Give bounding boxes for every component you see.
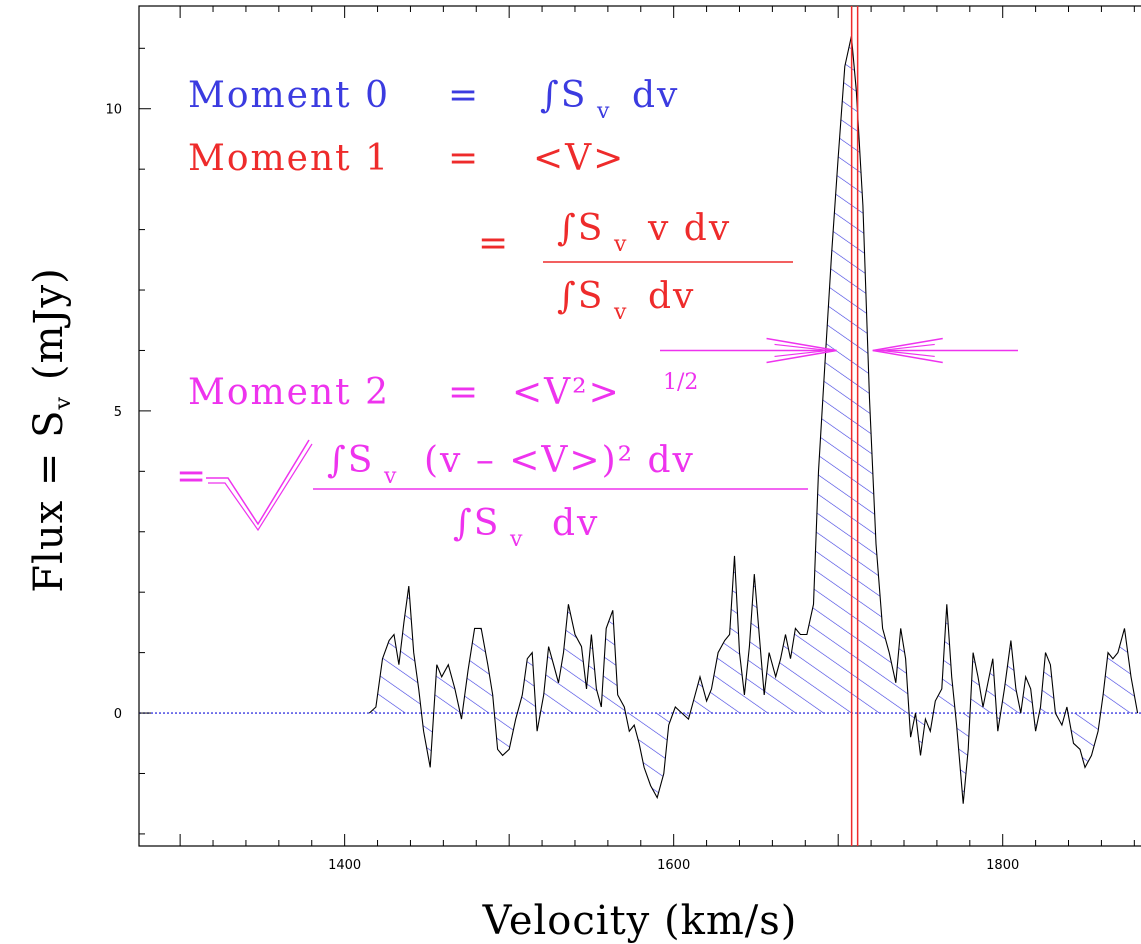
moment0-label: Moment 0 bbox=[188, 75, 390, 116]
moment2-denominator-tail: dv bbox=[552, 503, 599, 544]
moment1-equals-2: = bbox=[478, 223, 510, 264]
y-tick-label: 10 bbox=[105, 103, 122, 118]
moment2-numerator-integral: ∫S bbox=[327, 440, 374, 481]
fwhm-arrow-right-head-inner bbox=[880, 343, 935, 358]
moment1-numerator-tail: v dv bbox=[647, 208, 731, 249]
y-axis-title-sub: v bbox=[51, 396, 76, 410]
x-axis-title: Velocity (km/s) bbox=[482, 898, 798, 944]
moment0-integral: ∫S bbox=[540, 75, 587, 116]
fwhm-arrow-left-head bbox=[766, 337, 837, 364]
moment2-denominator-integral: ∫S bbox=[453, 503, 500, 544]
y-axis-title-unit: (mJy) bbox=[26, 267, 72, 380]
y-tick-label: 0 bbox=[114, 707, 122, 722]
moment0-equals: = bbox=[448, 75, 480, 116]
spectrum-line bbox=[368, 36, 1139, 804]
moment1-label: Moment 1 bbox=[188, 138, 390, 179]
x-tick-label: 1800 bbox=[986, 858, 1019, 873]
y-tick-label: 5 bbox=[114, 405, 122, 420]
fwhm-arrow-right-head bbox=[872, 337, 943, 364]
axis-ticks bbox=[139, 6, 1135, 846]
fwhm-arrows bbox=[660, 337, 1018, 364]
y-axis-title: Flux = Sv (mJy) bbox=[26, 267, 76, 592]
moment1-numerator-sub: v bbox=[613, 232, 627, 257]
svg-text:Flux = Sv(mJy): Flux = Sv (mJy) bbox=[26, 267, 76, 592]
moment1-denominator-sub: v bbox=[613, 300, 627, 325]
hatched-flux-area bbox=[369, 36, 1138, 804]
moment2-mean: <V²> bbox=[512, 372, 621, 413]
moment2-label: Moment 2 bbox=[188, 372, 390, 413]
moment2-superscript: 1/2 bbox=[663, 370, 698, 395]
moment2-equation: Moment 2 = <V²> 1/2 = ∫S v (v – <V>)² dv… bbox=[176, 370, 808, 552]
moment1-denominator-tail: dv bbox=[648, 276, 695, 317]
moment1-equals: = bbox=[448, 138, 480, 179]
moment1-mean: <V> bbox=[533, 138, 625, 179]
sqrt-symbol-inner bbox=[208, 443, 313, 532]
moment2-equals: = bbox=[448, 372, 480, 413]
moment0-dv: dv bbox=[632, 75, 679, 116]
moment2-equals-2: = bbox=[176, 456, 208, 497]
y-axis-title-main: Flux = S bbox=[26, 410, 72, 593]
moment2-numerator-tail: (v – <V>)² dv bbox=[424, 440, 695, 481]
x-tick-label: 1400 bbox=[328, 858, 361, 873]
moment0-equation: Moment 0 = ∫S v dv bbox=[188, 75, 679, 124]
x-tick-label: 1600 bbox=[657, 858, 690, 873]
fwhm-arrow-left-head-inner bbox=[774, 343, 829, 358]
plot-frame bbox=[138, 5, 1141, 847]
sqrt-symbol bbox=[206, 439, 310, 526]
line-center-marker bbox=[850, 6, 859, 846]
moment2-numerator-sub: v bbox=[383, 464, 397, 489]
moment2-denominator-sub: v bbox=[509, 527, 523, 552]
moment1-equation: Moment 1 = <V> = ∫S v v dv ∫S v dv bbox=[188, 138, 793, 325]
moment0-sub: v bbox=[596, 99, 610, 124]
moment1-denominator-integral: ∫S bbox=[557, 276, 604, 317]
moment1-numerator-integral: ∫S bbox=[557, 208, 604, 249]
